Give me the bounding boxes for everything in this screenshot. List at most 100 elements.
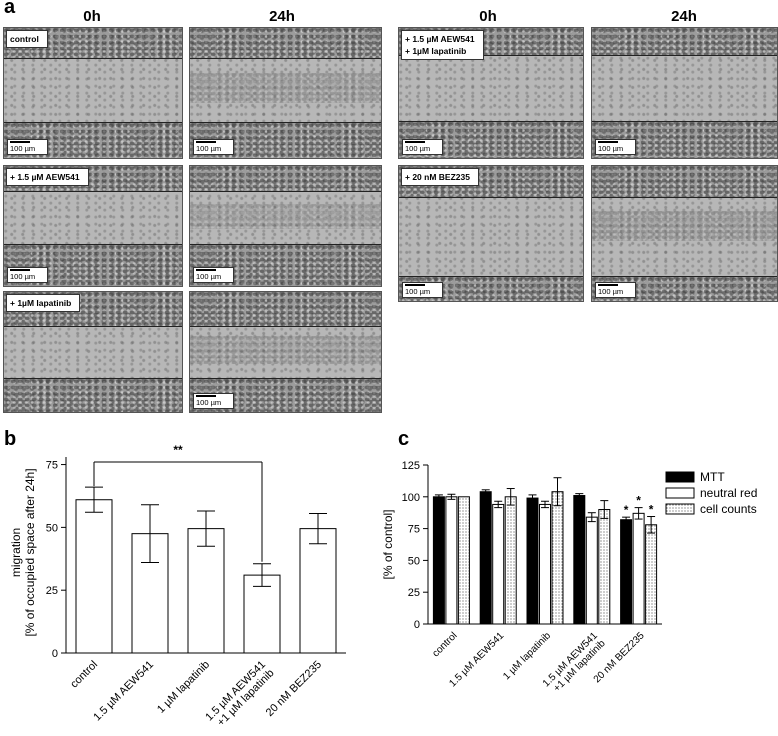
micrograph-aew541-0h: + 1.5 µM AEW541 100 µm — [3, 165, 183, 287]
c-bar — [492, 503, 505, 625]
c-bar — [526, 497, 539, 625]
panel-c-letter: c — [398, 428, 410, 450]
c-bar — [432, 496, 445, 625]
c-y-tick-label: 125 — [402, 460, 420, 472]
scale-bar: 100 µm — [7, 139, 49, 155]
c-y-tick-label: 0 — [414, 619, 420, 631]
panel-b-letter: b — [4, 428, 17, 450]
column-header-24h-left: 24h — [269, 8, 295, 25]
c-y-tick-label: 75 — [408, 524, 420, 536]
b-y-tick-label: 25 — [46, 585, 58, 597]
c-bar — [645, 524, 658, 625]
b-y-axis-label: migration[% of occupied space after 24h] — [9, 468, 37, 636]
b-bar — [75, 499, 113, 654]
c-legend-label: cell counts — [700, 502, 757, 516]
column-header-24h-right: 24h — [671, 8, 697, 25]
b-y-tick-label: 0 — [52, 648, 58, 660]
c-legend-label: MTT — [700, 470, 725, 484]
micrograph-aew541-24h: 100 µm — [189, 165, 382, 287]
scale-bar: 100 µm — [595, 282, 637, 298]
scale-bar: 100 µm — [193, 267, 235, 283]
b-category-label-line: control — [68, 659, 100, 691]
treatment-label-line: + 1µM lapatinib — [405, 46, 467, 56]
c-bar — [457, 496, 470, 625]
treatment-label-line: + 20 nM BEZ235 — [405, 172, 470, 182]
scale-bar-text: 100 µm — [405, 144, 431, 153]
scale-bar: 100 µm — [402, 282, 444, 298]
c-bar — [585, 516, 598, 625]
c-category-label-line: 1 µM lapatinib — [501, 630, 553, 682]
c-legend-swatch — [665, 471, 695, 483]
micrograph-combination-24h: 100 µm — [591, 27, 778, 159]
b-y-axis-label-line: [% of occupied space after 24h] — [23, 468, 37, 636]
c-y-tick-label: 50 — [408, 555, 420, 567]
treatment-label: + 20 nM BEZ235 — [401, 168, 479, 186]
micrograph-bez235-0h: + 20 nM BEZ235 100 µm — [398, 165, 584, 302]
c-category-label: control — [431, 630, 460, 659]
c-y-tick-label: 25 — [408, 587, 420, 599]
c-significance-star: * — [649, 503, 654, 517]
b-category-label-line: 1.5 µM AEW541 — [91, 659, 156, 724]
c-significance-star: * — [636, 494, 641, 508]
c-bar — [620, 519, 633, 625]
c-category-label-line: control — [431, 630, 460, 659]
micrograph-combination-0h: + 1.5 µM AEW541 + 1µM lapatinib 100 µm — [398, 27, 584, 159]
micrograph-control-0h: control 100 µm — [3, 27, 183, 159]
treatment-label: + 1µM lapatinib — [6, 294, 81, 312]
c-bar — [504, 496, 517, 625]
b-category-label-line: 1 µM lapatinib — [155, 659, 212, 716]
treatment-label: control — [6, 30, 48, 48]
c-legend-label: neutral red — [700, 486, 757, 500]
c-bar — [479, 491, 492, 625]
column-header-0h-left: 0h — [83, 8, 101, 25]
c-bar — [539, 503, 551, 625]
b-category-label: 20 nM BEZ235 — [264, 659, 324, 719]
column-header-0h-right: 0h — [479, 8, 497, 25]
treatment-label: + 1.5 µM AEW541 + 1µM lapatinib — [401, 30, 484, 60]
c-bar — [598, 509, 611, 625]
c-y-axis-label: [% of control] — [381, 509, 395, 579]
scale-bar: 100 µm — [193, 139, 235, 155]
b-category-label: 1 µM lapatinib — [155, 659, 212, 716]
treatment-label-line: + 1µM lapatinib — [10, 298, 72, 308]
c-y-tick-label: 100 — [402, 492, 420, 504]
b-category-label: 1.5 µM AEW541 — [91, 659, 156, 724]
micrograph-bez235-24h: 100 µm — [591, 165, 778, 302]
c-bar — [551, 491, 564, 625]
b-y-tick-label: 50 — [46, 522, 58, 534]
scale-bar-text: 100 µm — [10, 144, 36, 153]
treatment-label-line: control — [10, 34, 39, 44]
b-y-tick-label: 75 — [46, 460, 58, 472]
treatment-label-line: + 1.5 µM AEW541 — [405, 34, 475, 44]
micrograph-control-24h: 100 µm — [189, 27, 382, 159]
scale-bar-text: 100 µm — [10, 272, 36, 281]
micrograph-lapatinib-24h: 100 µm — [189, 291, 382, 413]
c-legend-swatch — [665, 503, 695, 515]
c-bar — [445, 496, 458, 625]
scale-bar-text: 100 µm — [196, 398, 222, 407]
c-bar — [573, 495, 586, 625]
b-category-label: 1.5 µM AEW541+1 µM lapatinib — [203, 659, 276, 732]
scale-bar-text: 100 µm — [405, 287, 431, 296]
scale-bar-text: 100 µm — [598, 144, 624, 153]
treatment-label: + 1.5 µM AEW541 — [6, 168, 89, 186]
scale-bar: 100 µm — [7, 267, 49, 283]
b-bar — [187, 528, 225, 654]
scale-bar: 100 µm — [595, 139, 637, 155]
c-category-label: 1 µM lapatinib — [501, 630, 553, 682]
c-bar — [632, 512, 645, 625]
c-significance-star: * — [624, 503, 629, 517]
b-y-axis-label-line: migration — [9, 528, 23, 577]
b-significance-label: ** — [173, 443, 183, 457]
scale-bar-text: 100 µm — [598, 287, 624, 296]
treatment-label-line: + 1.5 µM AEW541 — [10, 172, 80, 182]
b-bar — [299, 528, 337, 654]
panel-a-letter: a — [4, 0, 16, 18]
scale-bar: 100 µm — [402, 139, 444, 155]
micrograph-lapatinib-0h: + 1µM lapatinib — [3, 291, 183, 413]
scale-bar-text: 100 µm — [196, 144, 222, 153]
b-category-label-line: 20 nM BEZ235 — [264, 659, 324, 719]
c-legend-swatch — [665, 487, 695, 499]
scale-bar: 100 µm — [193, 393, 235, 409]
